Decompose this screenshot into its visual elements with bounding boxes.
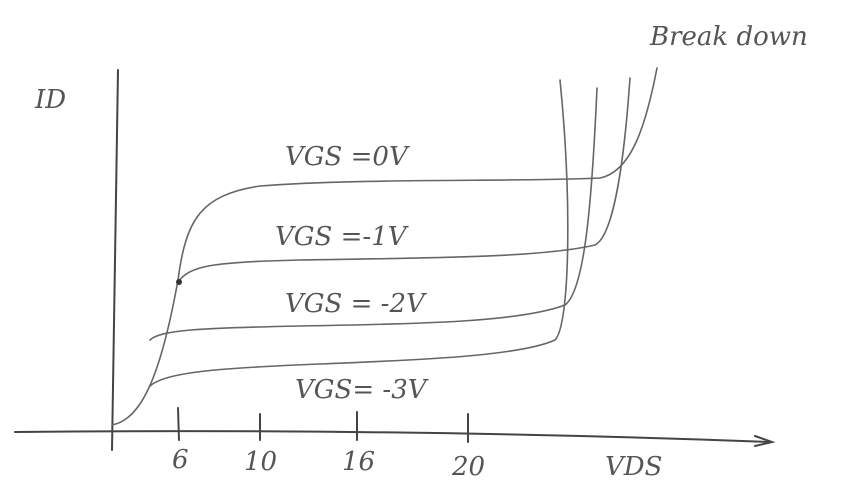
x-tick-label: 6 [172,445,189,475]
curve-label: VGS = -2V [285,289,427,319]
title: Break down [649,22,808,52]
sketch: Break down ID VDS 6 10 16 20 VGS =0V VGS… [0,0,851,487]
y-axis-label: ID [34,85,66,115]
x-tick-label: 10 [244,447,277,477]
x-axis [15,431,770,442]
curve-label: VGS =-1V [275,222,409,252]
curve-label: VGS= -3V [295,375,429,405]
x-tick-label: 20 [451,452,485,482]
x-tick-label: 16 [342,447,375,477]
y-axis [112,70,118,450]
x-axis-label: VDS [605,452,662,482]
point [176,279,182,285]
curve-label: VGS =0V [285,142,410,172]
x-tick [178,408,179,440]
